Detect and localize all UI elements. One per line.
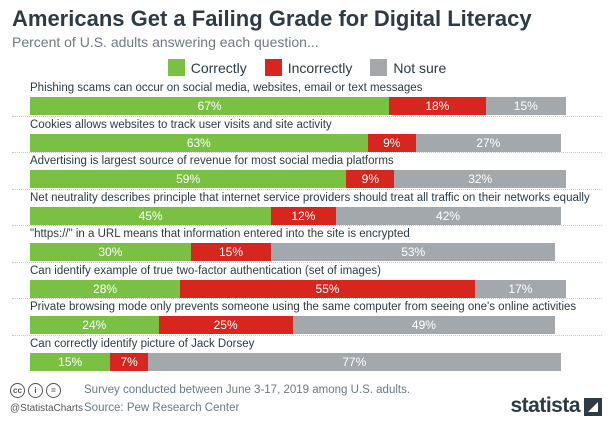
- bar-segment-incorrectly: 9%: [346, 170, 395, 188]
- data-label-correctly: 45%: [138, 208, 163, 223]
- question-label: Can identify example of true two-factor …: [30, 264, 381, 277]
- bar-row: 15% 7% 77%: [30, 352, 566, 371]
- no-derivatives-icon: =: [46, 383, 61, 398]
- data-label-correctly: 30%: [98, 245, 123, 259]
- bar-row: 63% 9% 27%: [30, 133, 566, 152]
- legend-label-incorrectly: Incorrectly: [287, 59, 353, 76]
- question-label: "https://" in a URL means that informati…: [30, 228, 410, 240]
- bar-segment-not-sure: 49%: [292, 316, 556, 334]
- data-label-correctly: 63%: [186, 135, 211, 150]
- bar-segment-not-sure: 27%: [415, 133, 561, 152]
- bar-segment-not-sure: 17%: [474, 279, 566, 298]
- row-divider: [12, 188, 602, 190]
- bar-row: 28% 55% 17%: [30, 279, 566, 298]
- data-label-correctly: 28%: [93, 281, 118, 296]
- bar-segment-correctly: 63%: [30, 133, 368, 152]
- bar-segment-correctly: 24%: [30, 316, 159, 334]
- bar-segment-incorrectly: 7%: [110, 352, 148, 371]
- bar-segment-correctly: 28%: [30, 279, 181, 298]
- data-label-not-sure: 53%: [401, 245, 426, 259]
- data-label-not-sure: 77%: [342, 354, 367, 369]
- brand-logo: statista: [510, 394, 580, 417]
- bar-segment-correctly: 30%: [30, 243, 191, 261]
- question-label: Advertising is largest source of revenue…: [30, 155, 394, 167]
- bar-segment-incorrectly: 18%: [389, 97, 486, 115]
- data-label-not-sure: 27%: [476, 135, 501, 150]
- creative-commons-icon: cc: [10, 383, 25, 398]
- bar-segment-not-sure: 53%: [271, 243, 556, 261]
- bar-segment-not-sure: 42%: [335, 206, 561, 225]
- data-label-not-sure: 42%: [436, 208, 461, 223]
- bar-segment-incorrectly: 9%: [367, 133, 416, 152]
- bar-segment-incorrectly: 15%: [190, 243, 272, 261]
- bar-segment-correctly: 15%: [30, 352, 111, 371]
- data-label-incorrectly: 7%: [120, 354, 138, 369]
- bar-segment-not-sure: 32%: [394, 170, 566, 188]
- bar-segment-correctly: 67%: [30, 97, 390, 115]
- chart-subtitle: Percent of U.S. adults answering each qu…: [12, 34, 319, 50]
- bar-segment-incorrectly: 12%: [271, 206, 336, 225]
- bar-row: 30% 15% 53%: [30, 243, 566, 261]
- question-label: Private browsing mode only prevents some…: [30, 301, 577, 313]
- row-divider: [12, 152, 602, 153]
- data-label-correctly: 24%: [82, 318, 107, 332]
- bar-segment-not-sure: 77%: [147, 352, 561, 371]
- legend-label-correctly: Correctly: [190, 59, 247, 76]
- bar-segment-incorrectly: 25%: [158, 316, 293, 334]
- row-divider: [12, 225, 602, 226]
- chart-title: Americans Get a Failing Grade for Digita…: [12, 6, 532, 31]
- legend-item-not-sure: Not sure: [370, 59, 446, 76]
- license-icons: cc i =: [10, 383, 61, 398]
- legend-item-incorrectly: Incorrectly: [264, 59, 353, 76]
- bar-row: 24% 25% 49%: [30, 316, 566, 334]
- social-handle: @StatistaCharts: [10, 403, 83, 414]
- footer: cc i = @StatistaCharts Survey conducted …: [0, 378, 614, 431]
- survey-note: Survey conducted between June 3-17, 2019…: [84, 384, 411, 396]
- bar-segment-not-sure: 15%: [485, 97, 566, 115]
- legend-swatch-incorrectly: [264, 59, 282, 76]
- stacked-bar-chart: Phishing scams can occur on social media…: [0, 80, 614, 376]
- legend-swatch-correctly: [167, 59, 185, 76]
- row-divider: [12, 334, 602, 336]
- attribution-icon: i: [28, 383, 43, 398]
- data-label-not-sure: 15%: [513, 99, 538, 113]
- question-label: Net neutrality describes principle that …: [30, 191, 590, 204]
- data-label-correctly: 59%: [176, 172, 201, 186]
- question-label: Phishing scams can occur on social media…: [30, 82, 423, 94]
- bar-segment-correctly: 45%: [30, 206, 272, 225]
- bar-row: 67% 18% 15%: [30, 97, 566, 115]
- data-label-not-sure: 32%: [468, 172, 493, 186]
- statista-logo-icon: [584, 398, 602, 416]
- bar-row: 59% 9% 32%: [30, 170, 566, 188]
- legend: Correctly Incorrectly Not sure: [0, 59, 614, 76]
- question-label: Can correctly identify picture of Jack D…: [30, 337, 255, 350]
- data-label-not-sure: 17%: [508, 281, 533, 296]
- data-label-not-sure: 49%: [411, 318, 436, 332]
- bar-segment-correctly: 59%: [30, 170, 347, 188]
- row-divider: [12, 115, 602, 117]
- data-label-incorrectly: 15%: [218, 245, 243, 259]
- data-label-incorrectly: 25%: [213, 318, 238, 332]
- data-label-incorrectly: 12%: [291, 208, 316, 223]
- data-label-incorrectly: 9%: [361, 172, 380, 186]
- bar-row: 45% 12% 42%: [30, 206, 566, 225]
- legend-swatch-not-sure: [370, 59, 388, 76]
- question-label: Cookies allows websites to track user vi…: [30, 118, 332, 131]
- data-label-correctly: 67%: [197, 99, 222, 113]
- data-label-incorrectly: 9%: [383, 135, 401, 150]
- source-note: Source: Pew Research Center: [84, 402, 240, 414]
- legend-label-not-sure: Not sure: [393, 59, 447, 76]
- row-divider: [12, 261, 602, 263]
- bar-segment-incorrectly: 55%: [180, 279, 475, 298]
- row-divider: [12, 298, 602, 299]
- data-label-incorrectly: 55%: [315, 281, 340, 296]
- legend-item-correctly: Correctly: [167, 59, 247, 76]
- data-label-incorrectly: 18%: [425, 99, 450, 113]
- data-label-correctly: 15%: [58, 354, 83, 369]
